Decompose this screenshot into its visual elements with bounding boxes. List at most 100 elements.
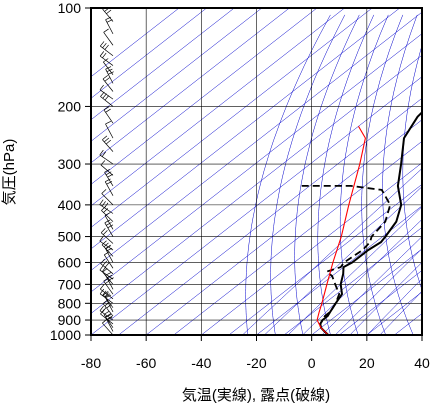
- wind-barb-staff: [112, 8, 113, 9]
- wind-barb: [105, 121, 114, 139]
- wind-barb-flag: [104, 44, 109, 50]
- wind-barb-flag: [99, 236, 104, 242]
- wind-barb: [103, 106, 114, 124]
- mixing-ratio-line: [287, 206, 422, 335]
- y-axis-title: 気圧(hPa): [1, 139, 18, 206]
- wind-barb-staff: [102, 139, 114, 152]
- mixing-ratio-line: [264, 186, 422, 335]
- wind-barb-flag: [102, 318, 108, 324]
- wind-barb-staff: [101, 244, 114, 257]
- wind-barb-staff: [103, 314, 114, 328]
- dry-adiabat-line: [361, 14, 404, 335]
- dry-adiabat-line: [339, 14, 389, 335]
- profile-lines: [301, 110, 422, 335]
- wind-barb-staff: [105, 317, 114, 332]
- wind-barb: [112, 8, 113, 9]
- pressure-gridlines: [91, 8, 422, 335]
- wind-barb: [102, 299, 114, 317]
- wind-barb-staff: [101, 210, 114, 222]
- mixing-ratio-line: [334, 248, 422, 335]
- wind-barb-flag: [99, 51, 105, 57]
- wind-barb-flag: [108, 71, 114, 75]
- wind-barb-staff: [99, 240, 114, 251]
- wind-barb-flag: [104, 293, 111, 298]
- x-tick-label: 20: [359, 355, 375, 371]
- wind-barb-flag: [99, 264, 104, 271]
- wind-barb: [105, 66, 114, 84]
- x-tick-label: -40: [191, 355, 211, 371]
- isotherm-line: [91, 76, 422, 335]
- wind-barb-flag: [102, 75, 109, 80]
- isotherm-line: [91, 33, 422, 293]
- wind-barb-flag: [105, 66, 112, 70]
- wind-barb-flag: [105, 171, 112, 176]
- wind-barb-flag: [105, 139, 111, 145]
- wind-barb: [104, 219, 114, 237]
- wind-barb: [101, 189, 114, 206]
- x-axis-ticks: -80 -60 -40 -20 0 20 40: [81, 335, 430, 371]
- wind-barb-flag: [104, 202, 109, 208]
- mixing-ratio-line: [302, 219, 422, 335]
- isotherm-line: [421, 334, 422, 335]
- wind-barb-flag: [102, 42, 107, 49]
- wind-barb-flag: [102, 52, 107, 59]
- wind-barb: [99, 149, 114, 165]
- wind-barb-flag: [99, 199, 104, 205]
- wind-barb-staff: [104, 222, 114, 237]
- wind-barb-flag: [101, 201, 106, 207]
- dewpoint-line: [301, 185, 392, 335]
- wind-barb-staff: [100, 232, 114, 244]
- wind-barb: [103, 251, 114, 269]
- wind-barb-staff: [102, 303, 114, 317]
- wind-barb-staff: [105, 19, 114, 35]
- wind-barb-staff: [103, 280, 114, 295]
- wind-barb: [99, 51, 114, 66]
- wind-barb-flag: [104, 219, 111, 224]
- x-tick-label: 0: [308, 355, 316, 371]
- x-tick-label: 40: [414, 355, 430, 371]
- x-tick-label: -60: [136, 355, 156, 371]
- isotherm-line: [91, 8, 180, 78]
- wind-barb-flag: [105, 121, 112, 125]
- wind-barb-flag: [105, 313, 111, 318]
- wind-barb-flag: [106, 9, 112, 14]
- wind-barb-staff: [99, 154, 114, 165]
- isotherm-line: [91, 8, 345, 207]
- y-tick-label: 700: [58, 276, 82, 292]
- wind-barb-flag: [104, 301, 110, 307]
- wind-barb-flag: [101, 151, 106, 157]
- wind-barb-flag: [100, 228, 106, 233]
- wind-barb-staff: [99, 89, 114, 100]
- wind-barb-staff: [100, 45, 114, 57]
- wind-barb-staff: [99, 269, 114, 280]
- wind-barb-flag: [104, 251, 110, 256]
- wind-barb-flag: [103, 242, 109, 248]
- wind-barb: [102, 268, 114, 285]
- wind-barb: [99, 288, 114, 304]
- wind-barb: [99, 84, 114, 100]
- wind-barb-flag: [102, 135, 108, 140]
- wind-barb-staff: [99, 293, 114, 304]
- wind-barb-flag: [100, 284, 105, 290]
- isotherm-line: [228, 184, 422, 335]
- wind-barb-staff: [103, 109, 114, 124]
- wind-barb-flag: [100, 160, 106, 166]
- wind-barb-staff: [105, 123, 114, 139]
- wind-barb-flag: [99, 288, 105, 295]
- wind-barb-staff: [101, 193, 114, 206]
- wind-barb-staff: [102, 271, 114, 285]
- wind-barb: [102, 135, 114, 152]
- wind-barb-staff: [102, 322, 114, 335]
- wind-barb-flag: [105, 16, 112, 21]
- mixing-ratio-line: [321, 236, 422, 335]
- wind-barb-flag: [101, 240, 107, 246]
- x-axis-title: 気温(実線), 露点(破線): [182, 387, 330, 404]
- wind-barb-flag: [104, 262, 110, 268]
- isotherm-line: [201, 162, 422, 335]
- wind-barb-flag: [106, 222, 112, 226]
- wind-barb: [104, 178, 114, 196]
- wind-barb-flag: [106, 181, 113, 185]
- wind-barb-staff: [103, 32, 114, 46]
